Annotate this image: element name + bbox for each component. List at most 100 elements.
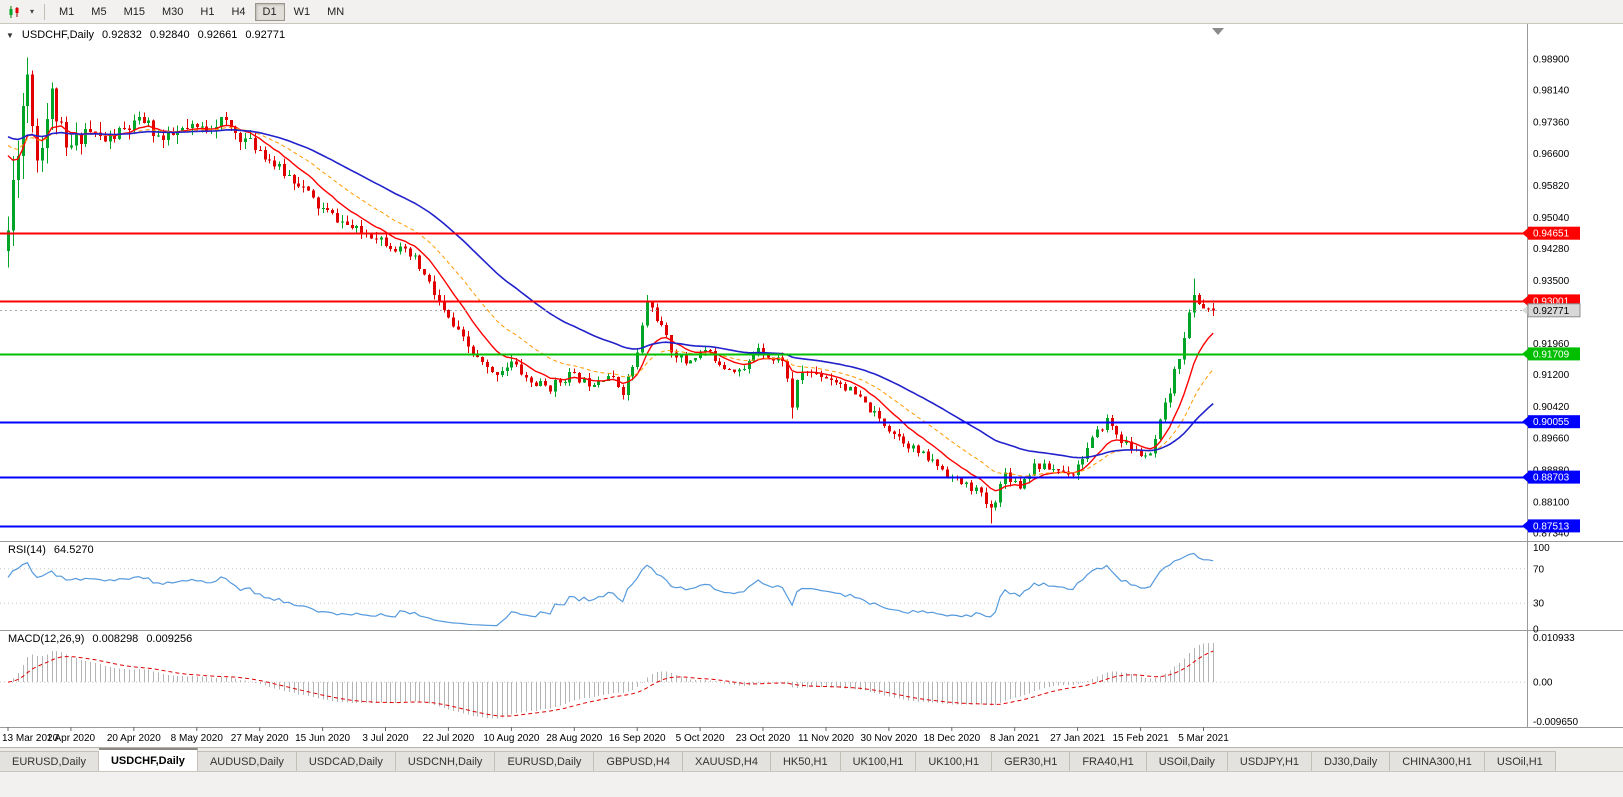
price-tag-0.90055[interactable]: 0.90055 — [1522, 415, 1580, 429]
macd-main-value: 0.008298 — [92, 633, 139, 645]
date-label: 30 Nov 2020 — [861, 733, 918, 744]
svg-text:0.00: 0.00 — [1533, 678, 1553, 689]
svg-text:0: 0 — [1533, 625, 1539, 636]
chart-tab-eurusd-daily[interactable]: EURUSD,Daily — [0, 751, 99, 771]
timeframe-button-m15[interactable]: M15 — [116, 3, 153, 21]
timeframe-button-mn[interactable]: MN — [319, 3, 352, 21]
chart-tab-fra40-h1[interactable]: FRA40,H1 — [1070, 751, 1147, 771]
svg-text:0.87513: 0.87513 — [1533, 521, 1570, 532]
chart-tab-gbpusd-h4[interactable]: GBPUSD,H4 — [594, 751, 683, 771]
date-label: 8 Jan 2021 — [990, 733, 1040, 744]
rsi-line — [7, 552, 1214, 627]
pane-separators — [0, 24, 1623, 728]
svg-text:0.91709: 0.91709 — [1533, 349, 1570, 360]
chart-tab-dj30-daily[interactable]: DJ30,Daily — [1312, 751, 1391, 771]
price-tag-0.94651[interactable]: 0.94651 — [1522, 226, 1580, 240]
macd-name: MACD(12,26,9) — [8, 633, 85, 645]
rsi-value: 64.5270 — [53, 544, 94, 556]
ohlc-close-value: 0.92771 — [245, 29, 286, 41]
date-label: 5 Mar 2021 — [1178, 733, 1229, 744]
timeframe-button-w1[interactable]: W1 — [286, 3, 319, 21]
date-label: 22 Jul 2020 — [423, 733, 475, 744]
chart-tab-usdjpy-h1[interactable]: USDJPY,H1 — [1227, 751, 1313, 771]
macd-signal-line — [7, 650, 1214, 717]
ohlc-open-value: 0.92832 — [102, 29, 142, 41]
svg-text:0.98140: 0.98140 — [1533, 86, 1570, 97]
timeframe-button-m30[interactable]: M30 — [154, 3, 191, 21]
timeframe-button-d1[interactable]: D1 — [254, 2, 285, 21]
rsi-name: RSI(14) — [8, 544, 46, 556]
date-label: 8 May 2020 — [171, 733, 224, 744]
svg-text:0.94651: 0.94651 — [1533, 229, 1570, 240]
svg-text:30: 30 — [1533, 599, 1545, 610]
price-tag-0.91709[interactable]: 0.91709 — [1522, 347, 1580, 361]
candlestick-chart-icon[interactable] — [4, 2, 24, 22]
chart-tab-usdcnh-daily[interactable]: USDCNH,Daily — [395, 751, 496, 771]
date-label: 15 Feb 2021 — [1113, 733, 1170, 744]
date-label: 20 Apr 2020 — [107, 733, 161, 744]
date-label: 13 Mar 2020 — [2, 733, 59, 744]
ma-mid-line — [7, 127, 1214, 477]
timeframe-button-group: M1 M5 M15 M30 H1 H4 D1 W1 MN — [51, 2, 352, 21]
svg-text:0.95820: 0.95820 — [1533, 181, 1570, 192]
svg-text:0.88100: 0.88100 — [1533, 497, 1570, 508]
chart-tab-uk100-h1[interactable]: UK100,H1 — [916, 751, 993, 771]
date-label: 28 Aug 2020 — [546, 733, 603, 744]
svg-text:0.96600: 0.96600 — [1533, 149, 1570, 160]
svg-text:0.90420: 0.90420 — [1533, 402, 1570, 413]
chart-shift-marker[interactable] — [1212, 28, 1224, 35]
price-tag-0.92771[interactable]: 0.92771 — [1522, 303, 1581, 318]
candlesticks[interactable] — [7, 57, 1215, 524]
chart-tab-eurusd-daily[interactable]: EURUSD,Daily — [495, 751, 595, 771]
svg-text:0.93001: 0.93001 — [1533, 296, 1570, 307]
timeframe-button-m1[interactable]: M1 — [51, 3, 82, 21]
timeframe-button-h4[interactable]: H4 — [223, 3, 253, 21]
chart-tab-usoil-h1[interactable]: USOil,H1 — [1484, 751, 1556, 771]
date-label: 1 Apr 2020 — [47, 733, 96, 744]
svg-text:0.95040: 0.95040 — [1533, 213, 1570, 224]
date-label: 23 Oct 2020 — [736, 733, 791, 744]
chart-tab-china300-h1[interactable]: CHINA300,H1 — [1390, 751, 1485, 771]
date-label: 16 Sep 2020 — [609, 733, 666, 744]
date-label: 18 Dec 2020 — [923, 733, 980, 744]
macd-histogram — [13, 642, 1214, 719]
date-label: 10 Aug 2020 — [483, 733, 540, 744]
date-label: 27 May 2020 — [231, 733, 289, 744]
date-label: 3 Jul 2020 — [362, 733, 409, 744]
ma-fast-line — [7, 124, 1214, 492]
chart-tab-usoil-daily[interactable]: USOil,Daily — [1146, 751, 1228, 771]
chart-title-overlay: ▼ USDCHF,Daily 0.92832 0.92840 0.92661 0… — [6, 29, 285, 41]
svg-text:0.94280: 0.94280 — [1533, 244, 1570, 255]
svg-text:0.010933: 0.010933 — [1533, 633, 1575, 644]
svg-text:0.88703: 0.88703 — [1533, 473, 1570, 484]
timeframe-button-m5[interactable]: M5 — [83, 3, 114, 21]
chart-tab-uk100-h1[interactable]: UK100,H1 — [840, 751, 917, 771]
chart-tab-xauusd-h4[interactable]: XAUUSD,H4 — [682, 751, 771, 771]
chart-tab-ger30-h1[interactable]: GER30,H1 — [992, 751, 1071, 771]
date-label: 15 Jun 2020 — [295, 733, 350, 744]
ma-slow-line — [7, 128, 1214, 459]
chart-menu-dropdown-icon[interactable]: ▾ — [29, 7, 34, 16]
chart-tab-usdchf-daily[interactable]: USDCHF,Daily — [98, 748, 198, 771]
ohlc-low-value: 0.92661 — [197, 29, 238, 41]
svg-text:0.89660: 0.89660 — [1533, 433, 1570, 444]
svg-text:-0.009650: -0.009650 — [1533, 717, 1578, 728]
chart-tab-audusd-daily[interactable]: AUDUSD,Daily — [197, 751, 297, 771]
chart-tab-usdcad-daily[interactable]: USDCAD,Daily — [296, 751, 396, 771]
svg-text:0.90055: 0.90055 — [1533, 417, 1570, 428]
top-toolbar: ▾ M1 M5 M15 M30 H1 H4 D1 W1 MN — [0, 0, 1623, 24]
svg-text:0.91200: 0.91200 — [1533, 370, 1570, 381]
ohlc-high-value: 0.92840 — [149, 29, 190, 41]
chart-tab-hk50-h1[interactable]: HK50,H1 — [770, 751, 841, 771]
svg-text:0.97360: 0.97360 — [1533, 118, 1570, 129]
svg-text:0.92771: 0.92771 — [1533, 306, 1570, 317]
svg-text:100: 100 — [1533, 543, 1550, 554]
price-tag-0.88703[interactable]: 0.88703 — [1522, 470, 1580, 484]
date-label: 5 Oct 2020 — [676, 733, 725, 744]
chart-collapse-icon[interactable]: ▼ — [6, 30, 14, 40]
timeframe-button-h1[interactable]: H1 — [192, 3, 222, 21]
chart-tab-bar: EURUSD,Daily USDCHF,Daily AUDUSD,Daily USDC… — [0, 747, 1623, 771]
price-tag-0.87513[interactable]: 0.87513 — [1522, 519, 1580, 533]
